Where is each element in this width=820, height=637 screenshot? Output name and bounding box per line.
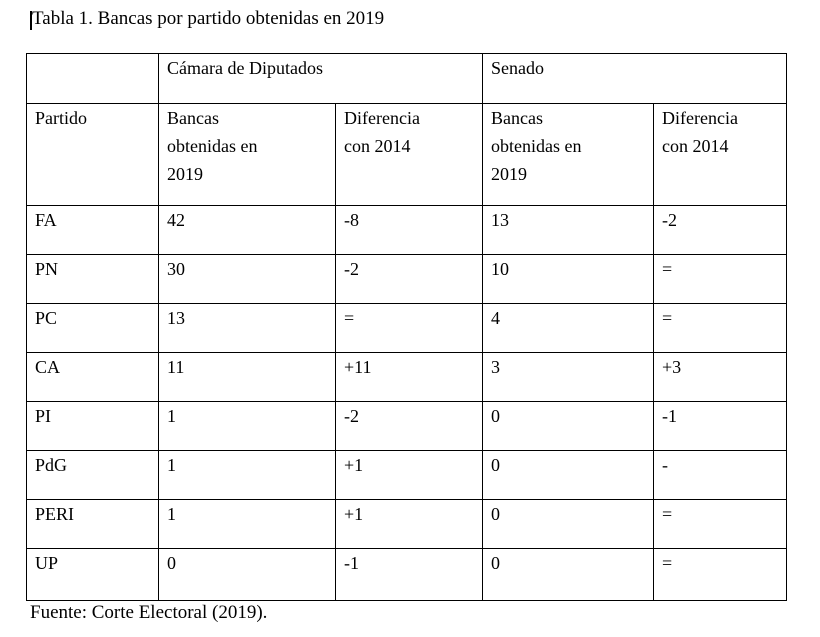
party-cell: FA: [26, 205, 159, 255]
party-cell: PC: [26, 303, 159, 353]
table-row-pdg: PdG 1 +1 0 -: [26, 450, 788, 500]
sen-diff-cell: +3: [653, 352, 788, 402]
dip-seats-cell: 42: [158, 205, 336, 255]
dip-seats-cell: 13: [158, 303, 336, 353]
table-row-peri: PERI 1 +1 0 =: [26, 499, 788, 549]
group-header-row: Cámara de Diputados Senado: [26, 53, 788, 104]
table-row-pc: PC 13 = 4 =: [26, 303, 788, 353]
dip-diff-cell: -8: [334, 205, 484, 255]
table-row-pi: PI 1 -2 0 -1: [26, 401, 788, 451]
column-header-dip-diferencia: Diferencia con 2014: [334, 103, 484, 206]
party-cell: CA: [26, 352, 159, 402]
sen-seats-cell: 13: [482, 205, 655, 255]
sen-seats-cell: 0: [482, 548, 655, 601]
sen-diff-cell: =: [653, 303, 788, 353]
source-note: Fuente: Corte Electoral (2019).: [30, 602, 268, 623]
column-header-row: Partido Bancas obtenidas en 2019 Diferen…: [26, 103, 788, 206]
dip-diff-cell: -2: [334, 254, 484, 304]
table-caption: Tabla 1. Bancas por partido obtenidas en…: [32, 8, 385, 29]
table-row-fa: FA 42 -8 13 -2: [26, 205, 788, 255]
sen-diff-cell: -1: [653, 401, 788, 451]
sen-seats-cell: 10: [482, 254, 655, 304]
dip-seats-cell: 1: [158, 450, 336, 500]
sen-seats-cell: 0: [482, 401, 655, 451]
party-cell: PERI: [26, 499, 159, 549]
party-cell: PdG: [26, 450, 159, 500]
column-header-sen-bancas: Bancas obtenidas en 2019: [482, 103, 655, 206]
dip-diff-cell: -2: [334, 401, 484, 451]
dip-seats-cell: 1: [158, 499, 336, 549]
sen-diff-cell: -2: [653, 205, 788, 255]
table-row-pn: PN 30 -2 10 =: [26, 254, 788, 304]
sen-seats-cell: 0: [482, 499, 655, 549]
sen-seats-cell: 4: [482, 303, 655, 353]
party-cell: PI: [26, 401, 159, 451]
sen-diff-cell: =: [653, 548, 788, 601]
seats-table: Cámara de Diputados Senado Partido Banca…: [26, 53, 788, 601]
dip-diff-cell: +11: [334, 352, 484, 402]
dip-diff-cell: =: [334, 303, 484, 353]
dip-seats-cell: 30: [158, 254, 336, 304]
table-row-up: UP 0 -1 0 =: [26, 548, 788, 601]
dip-seats-cell: 0: [158, 548, 336, 601]
sen-diff-cell: -: [653, 450, 788, 500]
dip-diff-cell: +1: [334, 450, 484, 500]
column-header-partido: Partido: [26, 103, 159, 206]
party-cell: UP: [26, 548, 159, 601]
sen-diff-cell: =: [653, 499, 788, 549]
dip-seats-cell: 1: [158, 401, 336, 451]
party-cell: PN: [26, 254, 159, 304]
group-header-senado: Senado: [482, 53, 788, 104]
sen-seats-cell: 3: [482, 352, 655, 402]
table-row-ca: CA 11 +11 3 +3: [26, 352, 788, 402]
dip-diff-cell: +1: [334, 499, 484, 549]
column-header-dip-bancas: Bancas obtenidas en 2019: [158, 103, 336, 206]
group-header-camara: Cámara de Diputados: [157, 53, 484, 104]
text-cursor: [30, 11, 32, 30]
corner-cell: [26, 53, 159, 104]
column-header-sen-diferencia: Diferencia con 2014: [653, 103, 788, 206]
dip-seats-cell: 11: [158, 352, 336, 402]
sen-seats-cell: 0: [482, 450, 655, 500]
dip-diff-cell: -1: [334, 548, 484, 601]
sen-diff-cell: =: [653, 254, 788, 304]
